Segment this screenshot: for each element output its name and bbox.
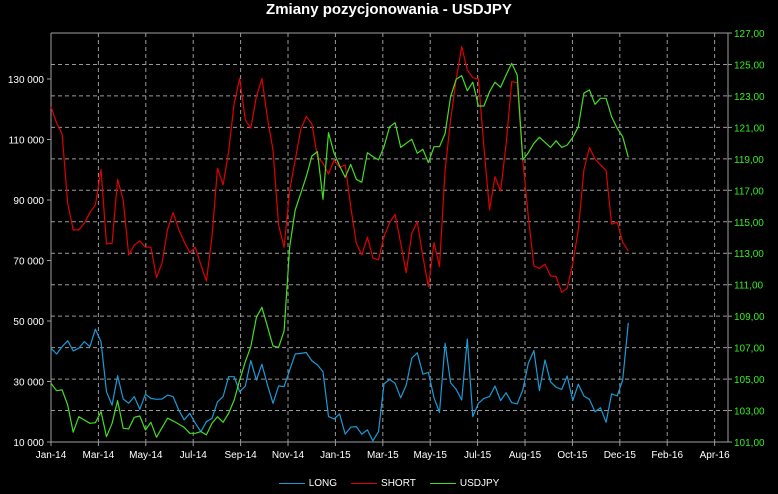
x-tick-label: Apr-16 (700, 450, 730, 461)
right-tick-label: 113,00 (734, 249, 764, 260)
x-tick-label: Dec-15 (604, 450, 637, 461)
right-tick-label: 123,00 (734, 92, 765, 103)
legend-item-long: LONG (278, 478, 338, 489)
right-tick-label: 115,00 (734, 218, 764, 229)
legend-swatch-short (351, 483, 378, 484)
x-tick-label: Mar-14 (83, 450, 115, 461)
legend-label-usdjpy: USDJPY (459, 478, 500, 489)
legend-item-short: SHORT (351, 478, 416, 489)
x-tick-label: Jan-15 (320, 450, 351, 461)
legend-label-long: LONG (308, 478, 338, 489)
right-tick-label: 121,00 (734, 123, 765, 134)
series-line-usdjpy (50, 62, 629, 438)
legend: LONG SHORT USDJPY (0, 478, 778, 489)
x-tick-label: Sep-14 (224, 450, 257, 461)
left-tick-label: 10 000 (13, 438, 44, 449)
left-tick-label: 70 000 (13, 256, 44, 267)
right-tick-label: 119,00 (734, 155, 764, 166)
x-tick-label: Nov-14 (272, 450, 305, 461)
chart-title: Zmiany pozycjonowania - USDJPY (266, 1, 512, 18)
legend-item-usdjpy: USDJPY (429, 478, 500, 489)
right-tick-label: 111,00 (734, 281, 764, 292)
x-tick-label: Mar-15 (367, 450, 399, 461)
left-tick-label: 110 000 (9, 135, 45, 146)
right-tick-label: 125,00 (734, 60, 765, 71)
right-tick-label: 109,00 (734, 312, 765, 323)
right-tick-label: 117,00 (734, 186, 764, 197)
right-tick-label: 103,00 (734, 407, 765, 418)
x-tick-label: Jul-15 (464, 450, 492, 461)
legend-swatch-usdjpy (429, 483, 456, 484)
left-tick-label: 130 000 (8, 75, 45, 86)
x-tick-label: Aug-15 (509, 450, 542, 461)
x-tick-label: Jan-14 (36, 450, 67, 461)
left-tick-label: 30 000 (13, 377, 44, 388)
x-tick-label: Feb-16 (651, 450, 683, 461)
x-tick-label: Jul-14 (180, 450, 208, 461)
x-tick-label: Oct-15 (557, 450, 587, 461)
series-line-short (50, 45, 629, 293)
right-tick-label: 107,00 (734, 344, 765, 355)
legend-label-short: SHORT (381, 478, 416, 489)
legend-swatch-long (278, 483, 305, 484)
x-tick-label: May-15 (414, 450, 448, 461)
right-tick-label: 127,00 (734, 29, 765, 40)
series-line-long (50, 322, 629, 442)
x-tick-label: May-14 (129, 450, 163, 461)
left-tick-label: 90 000 (13, 196, 44, 207)
right-tick-label: 101,00 (734, 438, 765, 449)
left-tick-label: 50 000 (13, 317, 44, 328)
right-tick-label: 105,00 (734, 375, 765, 386)
